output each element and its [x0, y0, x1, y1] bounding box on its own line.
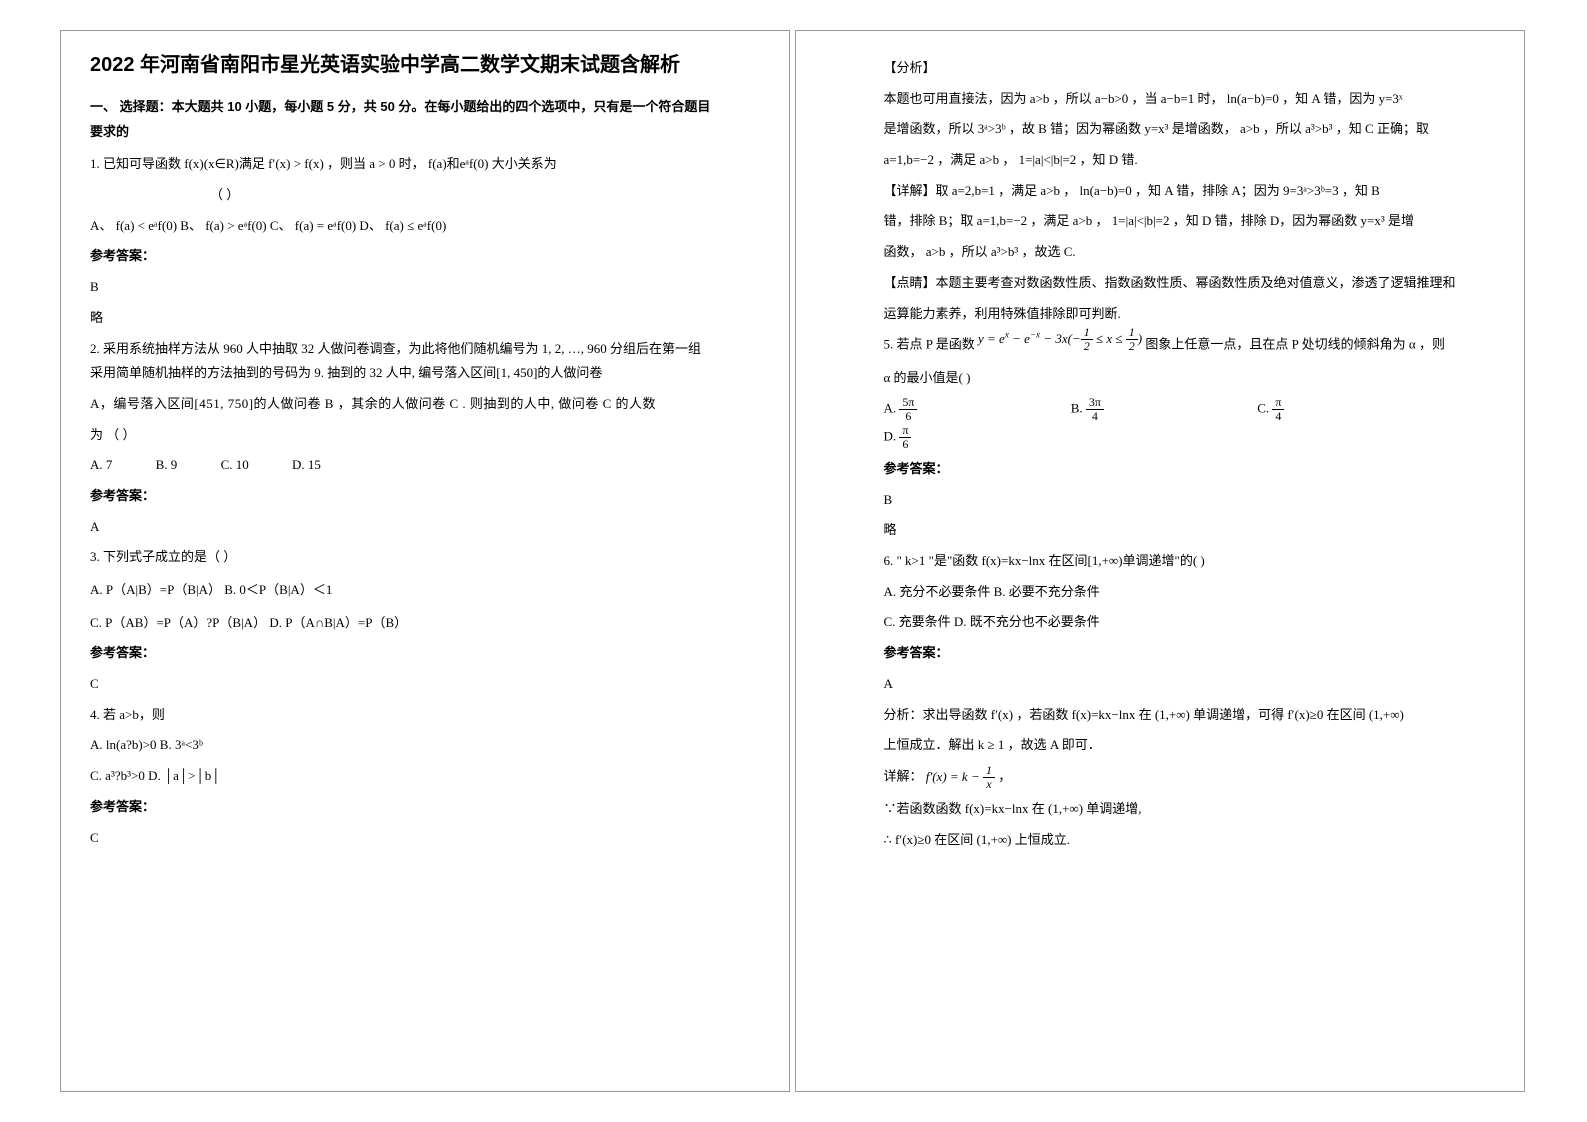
q5-formula: y = ex − e−x − 3x(−12 ≤ x ≤ 12) [978, 331, 1142, 346]
